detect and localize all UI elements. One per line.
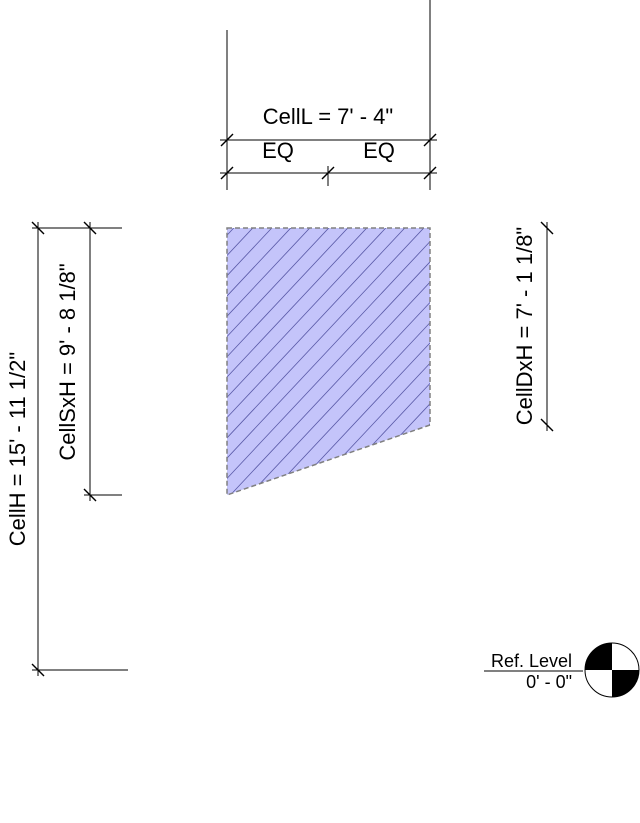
eq-left-label: EQ xyxy=(262,138,294,163)
eq-right-label: EQ xyxy=(363,138,395,163)
cell-height-label: CellH = 15' - 11 1/2" xyxy=(5,352,30,546)
cell-length-dimension[interactable]: CellL = 7' - 4" xyxy=(220,0,437,190)
cell-left-height-label: CellSxH = 9' - 8 1/8" xyxy=(55,263,80,460)
cell-profile-shape[interactable] xyxy=(0,200,640,520)
cell-right-height-dimension[interactable]: CellDxH = 7' - 1 1/8" xyxy=(512,221,554,432)
level-target-icon xyxy=(584,642,640,698)
cell-left-height-dimension[interactable]: CellSxH = 9' - 8 1/8" xyxy=(55,221,122,502)
cell-length-label: CellL = 7' - 4" xyxy=(263,104,393,129)
cell-height-dimension[interactable]: CellH = 15' - 11 1/2" xyxy=(5,221,128,677)
equal-spacing-dimension[interactable]: EQ EQ xyxy=(220,138,437,186)
level-elevation: 0' - 0" xyxy=(526,672,572,692)
reference-level-marker[interactable]: Ref. Level 0' - 0" xyxy=(484,642,640,698)
level-name: Ref. Level xyxy=(491,651,572,671)
cell-right-height-label: CellDxH = 7' - 1 1/8" xyxy=(512,227,537,425)
